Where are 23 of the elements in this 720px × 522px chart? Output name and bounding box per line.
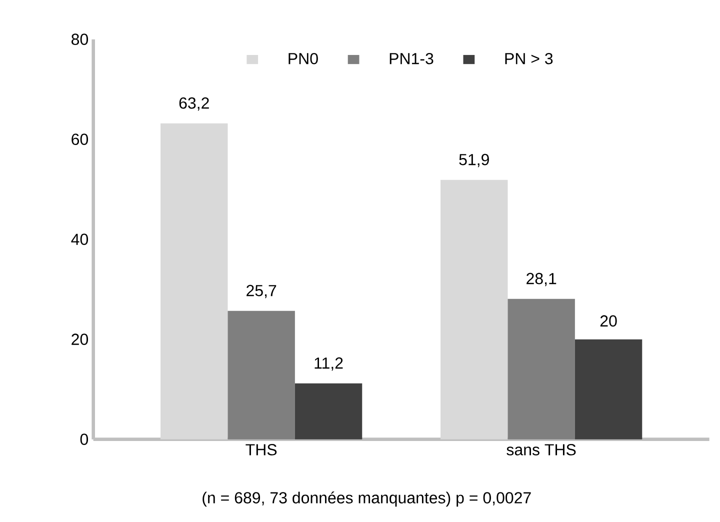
bar (294, 383, 362, 440)
text: (n = 689, 73 données manquantes) p = 0,0027 (202, 492, 531, 507)
bar (228, 310, 295, 440)
data-label: 20 (600, 315, 617, 327)
legend-label: PN > 3 (505, 52, 553, 64)
x-tick-label: sans THS (506, 444, 576, 456)
y-tick-label: 60 (72, 134, 88, 145)
data-label: 51,9 (459, 154, 489, 168)
y-tick-label: 40 (71, 234, 88, 245)
bar (160, 123, 228, 440)
data-label: 11,2 (314, 357, 343, 371)
bar (508, 298, 575, 440)
data-label: 63,2 (179, 97, 209, 111)
y-tick-label: 20 (72, 334, 88, 345)
legend-label: PN1-3 (390, 52, 434, 64)
bar (574, 339, 642, 440)
y-tick-label: 0 (80, 434, 88, 445)
bar (440, 180, 508, 440)
x-tick-label: THS (246, 444, 277, 456)
legend-label: PN0 (288, 52, 318, 64)
data-label: 28,1 (526, 272, 556, 286)
y-tick-label: 80 (72, 34, 88, 45)
data-label: 25,7 (246, 284, 276, 298)
